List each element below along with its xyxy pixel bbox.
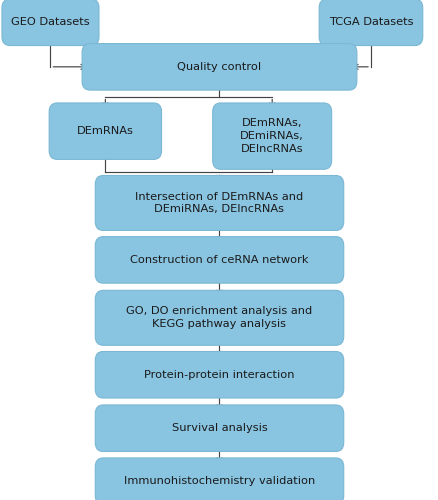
FancyBboxPatch shape [95,405,343,452]
FancyBboxPatch shape [95,352,343,398]
FancyBboxPatch shape [49,103,161,160]
Text: DEmRNAs: DEmRNAs [77,126,134,136]
FancyBboxPatch shape [95,236,343,283]
Text: Immunohistochemistry validation: Immunohistochemistry validation [124,476,314,486]
FancyBboxPatch shape [2,0,99,46]
Text: DEmRNAs,
DEmiRNAs,
DElncRNAs: DEmRNAs, DEmiRNAs, DElncRNAs [240,118,304,154]
Text: TCGA Datasets: TCGA Datasets [328,18,412,28]
FancyBboxPatch shape [95,458,343,500]
Text: Quality control: Quality control [177,62,261,72]
Text: Intersection of DEmRNAs and
DEmiRNAs, DElncRNAs: Intersection of DEmRNAs and DEmiRNAs, DE… [135,192,303,214]
Text: GEO Datasets: GEO Datasets [11,18,90,28]
FancyBboxPatch shape [82,44,356,90]
FancyBboxPatch shape [95,176,343,231]
Text: Construction of ceRNA network: Construction of ceRNA network [130,255,308,265]
FancyBboxPatch shape [95,290,343,346]
Text: Survival analysis: Survival analysis [171,423,267,433]
FancyBboxPatch shape [318,0,422,46]
Text: Protein-protein interaction: Protein-protein interaction [144,370,294,380]
Text: GO, DO enrichment analysis and
KEGG pathway analysis: GO, DO enrichment analysis and KEGG path… [126,306,312,329]
FancyBboxPatch shape [212,103,331,170]
